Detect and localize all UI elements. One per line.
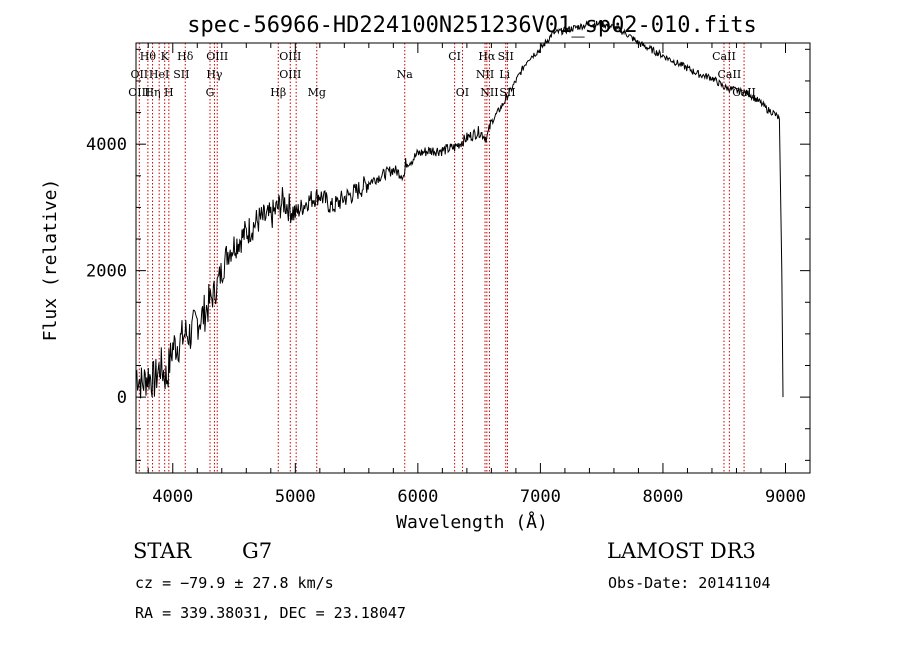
line-label: NII bbox=[476, 68, 494, 81]
x-tick-label: 8000 bbox=[642, 487, 683, 507]
line-label: CaII bbox=[712, 50, 736, 63]
emission-line-markers bbox=[138, 43, 745, 473]
line-label: NII bbox=[480, 86, 498, 99]
object-class: STAR bbox=[133, 539, 192, 563]
line-label: CI bbox=[448, 50, 461, 63]
line-label: K bbox=[161, 50, 170, 63]
plot-frame bbox=[135, 42, 811, 474]
axis-ticks bbox=[136, 43, 811, 473]
line-label: OI bbox=[456, 86, 469, 99]
line-label: SII bbox=[173, 68, 189, 81]
line-label: Hγ bbox=[206, 68, 223, 81]
line-label: Mg bbox=[308, 86, 326, 99]
x-tick-label: 7000 bbox=[520, 487, 561, 507]
line-label: HeI bbox=[149, 68, 169, 81]
x-tick-label: 5000 bbox=[275, 487, 316, 507]
line-label: OIII bbox=[279, 68, 301, 81]
chart-title: spec-56966-HD224100N251236V01_sp02-010.f… bbox=[187, 13, 757, 38]
y-tick-label: 4000 bbox=[86, 135, 127, 155]
coordinates: RA = 339.38031, DEC = 23.18047 bbox=[135, 604, 406, 622]
line-label: Na bbox=[397, 68, 414, 81]
line-label: G bbox=[206, 86, 215, 99]
line-label: Hα bbox=[478, 50, 496, 63]
line-label: OII bbox=[130, 68, 148, 81]
x-tick-label: 9000 bbox=[765, 487, 806, 507]
y-tick-labels: 0 2000 4000 bbox=[86, 135, 127, 408]
x-tick-label: 4000 bbox=[152, 487, 193, 507]
x-axis-label: Wavelength (Å) bbox=[396, 511, 548, 533]
line-label: OIII bbox=[206, 50, 228, 63]
line-label: Hβ bbox=[270, 86, 286, 99]
survey-name: LAMOST DR3 bbox=[607, 539, 756, 563]
line-label: SII bbox=[498, 50, 514, 63]
y-tick-label: 2000 bbox=[86, 262, 127, 282]
x-tick-label: 6000 bbox=[397, 487, 438, 507]
line-label: OIII bbox=[128, 86, 150, 99]
obs-date: Obs-Date: 20141104 bbox=[608, 574, 771, 592]
y-axis-label: Flux (relative) bbox=[40, 179, 61, 342]
line-label: H bbox=[164, 86, 174, 99]
object-subclass: G7 bbox=[242, 539, 273, 563]
line-label: OIII bbox=[279, 50, 301, 63]
line-label: Hθ bbox=[140, 50, 157, 63]
line-label: Hη bbox=[144, 86, 160, 99]
redshift-value: cz = −79.9 ± 27.8 km/s bbox=[135, 574, 334, 592]
line-label: Hδ bbox=[177, 50, 194, 63]
spectrum-line bbox=[135, 19, 784, 399]
line-label: Li bbox=[499, 68, 510, 81]
x-tick-labels: 4000 5000 6000 7000 8000 9000 bbox=[152, 487, 806, 507]
y-tick-label: 0 bbox=[117, 388, 127, 408]
spectrum-chart: spec-56966-HD224100N251236V01_sp02-010.f… bbox=[40, 13, 811, 533]
line-label: CaII bbox=[718, 68, 742, 81]
